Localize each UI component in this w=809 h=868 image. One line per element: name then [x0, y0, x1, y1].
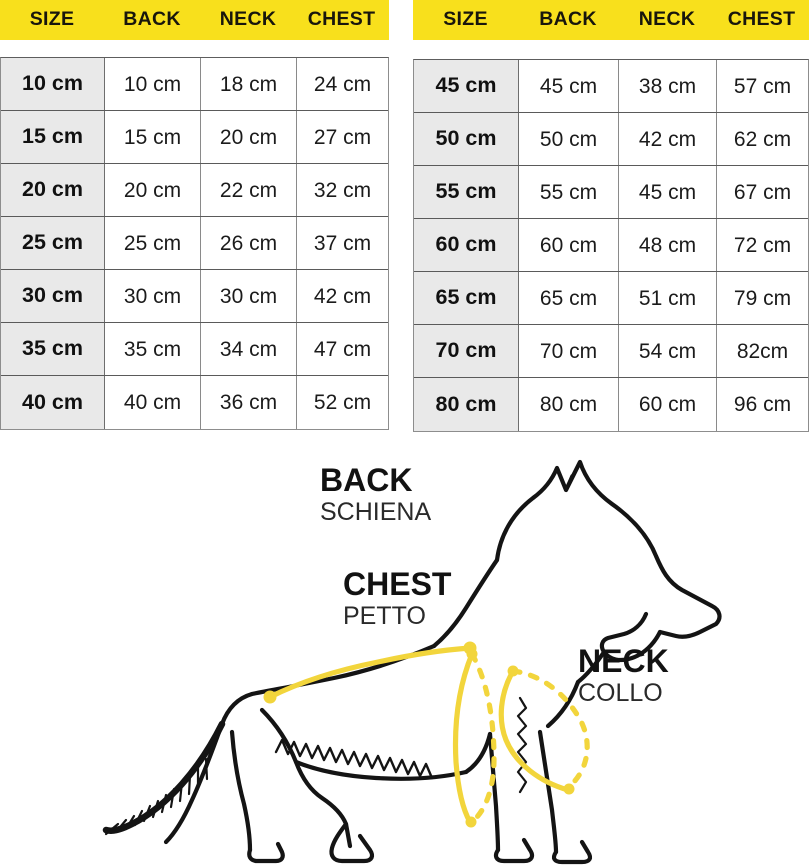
label-neck-title: NECK: [578, 643, 669, 679]
column-header-size: SIZE: [29, 8, 75, 31]
column-header-back: BACK: [539, 8, 597, 31]
cell-chest: 72 cm: [717, 219, 808, 271]
table-row: 55 cm 55 cm 45 cm 67 cm: [414, 166, 808, 219]
table-body: 45 cm 45 cm 38 cm 57 cm 50 cm 50 cm 42 c…: [413, 59, 809, 432]
column-header-chest: CHEST: [727, 8, 796, 31]
cell-neck: 36 cm: [201, 376, 297, 429]
table-row: 70 cm 70 cm 54 cm 82cm: [414, 325, 808, 378]
cell-back: 30 cm: [105, 270, 201, 322]
cell-chest: 42 cm: [297, 270, 388, 322]
label-back-title: BACK: [320, 462, 412, 498]
cell-size: 65 cm: [414, 272, 519, 324]
cell-back: 40 cm: [105, 376, 201, 429]
cell-back: 55 cm: [519, 166, 619, 218]
label-chest-subtitle: PETTO: [343, 602, 426, 630]
table-header-row: SIZE BACK NECK CHEST: [413, 0, 809, 40]
cell-back: 20 cm: [105, 164, 201, 216]
cell-size: 70 cm: [414, 325, 519, 377]
cell-chest: 96 cm: [717, 378, 808, 431]
table-row: 65 cm 65 cm 51 cm 79 cm: [414, 272, 808, 325]
cell-chest: 47 cm: [297, 323, 388, 375]
cell-size: 10 cm: [1, 58, 105, 110]
cell-chest: 37 cm: [297, 217, 388, 269]
cell-back: 80 cm: [519, 378, 619, 431]
table-row: 45 cm 45 cm 38 cm 57 cm: [414, 60, 808, 113]
cell-neck: 51 cm: [619, 272, 717, 324]
cell-back: 25 cm: [105, 217, 201, 269]
table-row: 25 cm 25 cm 26 cm 37 cm: [1, 217, 388, 270]
table-row: 10 cm 10 cm 18 cm 24 cm: [1, 58, 388, 111]
table-row: 50 cm 50 cm 42 cm 62 cm: [414, 113, 808, 166]
cell-size: 80 cm: [414, 378, 519, 431]
cell-back: 15 cm: [105, 111, 201, 163]
measurement-lines: [263, 641, 590, 828]
table-row: 40 cm 40 cm 36 cm 52 cm: [1, 376, 388, 429]
cell-chest: 24 cm: [297, 58, 388, 110]
cell-neck: 38 cm: [619, 60, 717, 112]
cell-back: 50 cm: [519, 113, 619, 165]
cell-neck: 60 cm: [619, 378, 717, 431]
cell-neck: 34 cm: [201, 323, 297, 375]
size-table-large: SIZE BACK NECK CHEST 45 cm 45 cm 38 cm 5…: [413, 0, 809, 432]
cell-neck: 20 cm: [201, 111, 297, 163]
cell-size: 15 cm: [1, 111, 105, 163]
chest-measure-loop: [452, 648, 497, 828]
column-header-chest: CHEST: [307, 8, 376, 31]
cell-back: 10 cm: [105, 58, 201, 110]
table-row: 15 cm 15 cm 20 cm 27 cm: [1, 111, 388, 164]
table-row: 60 cm 60 cm 48 cm 72 cm: [414, 219, 808, 272]
dog-measurement-diagram: BACK SCHIENA CHEST PETTO NECK COLLO: [0, 432, 809, 868]
cell-size: 35 cm: [1, 323, 105, 375]
cell-neck: 30 cm: [201, 270, 297, 322]
cell-back: 35 cm: [105, 323, 201, 375]
cell-size: 50 cm: [414, 113, 519, 165]
cell-size: 45 cm: [414, 60, 519, 112]
cell-back: 70 cm: [519, 325, 619, 377]
cell-size: 25 cm: [1, 217, 105, 269]
cell-neck: 42 cm: [619, 113, 717, 165]
cell-chest: 79 cm: [717, 272, 808, 324]
label-neck-subtitle: COLLO: [578, 679, 663, 707]
header-spacer: [413, 40, 809, 59]
size-tables-area: SIZE BACK NECK CHEST 10 cm 10 cm 18 cm 2…: [0, 0, 809, 432]
cell-chest: 32 cm: [297, 164, 388, 216]
cell-neck: 18 cm: [201, 58, 297, 110]
column-header-size: SIZE: [443, 8, 488, 31]
table-row: 35 cm 35 cm 34 cm 47 cm: [1, 323, 388, 376]
cell-neck: 26 cm: [201, 217, 297, 269]
cell-chest: 57 cm: [717, 60, 808, 112]
column-header-back: BACK: [123, 8, 181, 31]
column-header-neck: NECK: [638, 8, 696, 31]
cell-chest: 62 cm: [717, 113, 808, 165]
cell-chest: 52 cm: [297, 376, 388, 429]
cell-chest: 82cm: [717, 325, 808, 377]
cell-neck: 22 cm: [201, 164, 297, 216]
table-header-row: SIZE BACK NECK CHEST: [0, 0, 389, 40]
cell-neck: 48 cm: [619, 219, 717, 271]
neck-measure-loop: [498, 665, 590, 795]
cell-size: 60 cm: [414, 219, 519, 271]
cell-back: 65 cm: [519, 272, 619, 324]
cell-neck: 45 cm: [619, 166, 717, 218]
cell-chest: 27 cm: [297, 111, 388, 163]
header-spacer: [0, 40, 389, 57]
label-back-subtitle: SCHIENA: [320, 498, 431, 526]
table-row: 80 cm 80 cm 60 cm 96 cm: [414, 378, 808, 431]
cell-size: 20 cm: [1, 164, 105, 216]
label-chest-title: CHEST: [343, 566, 452, 602]
table-body: 10 cm 10 cm 18 cm 24 cm 15 cm 15 cm 20 c…: [0, 57, 389, 430]
column-header-neck: NECK: [219, 8, 277, 31]
cell-size: 40 cm: [1, 376, 105, 429]
cell-back: 45 cm: [519, 60, 619, 112]
back-measure-line: [263, 641, 477, 704]
cell-neck: 54 cm: [619, 325, 717, 377]
table-row: 20 cm 20 cm 22 cm 32 cm: [1, 164, 388, 217]
cell-chest: 67 cm: [717, 166, 808, 218]
table-row: 30 cm 30 cm 30 cm 42 cm: [1, 270, 388, 323]
cell-size: 55 cm: [414, 166, 519, 218]
cell-back: 60 cm: [519, 219, 619, 271]
diagram-labels: BACK SCHIENA CHEST PETTO NECK COLLO: [320, 462, 669, 707]
size-table-small: SIZE BACK NECK CHEST 10 cm 10 cm 18 cm 2…: [0, 0, 389, 430]
cell-size: 30 cm: [1, 270, 105, 322]
